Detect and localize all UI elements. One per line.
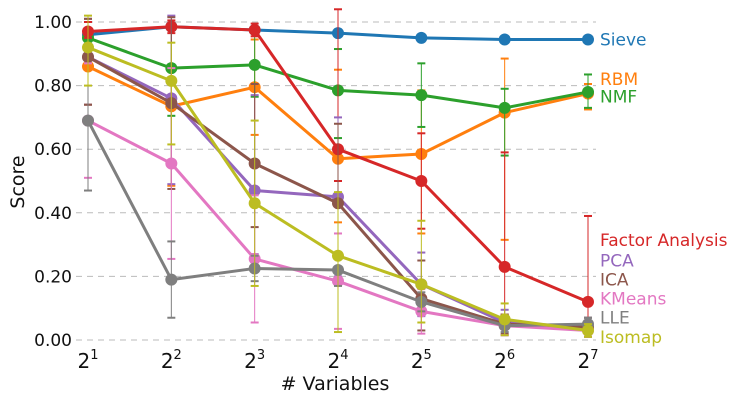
data-point	[582, 295, 594, 308]
data-point	[498, 33, 511, 46]
y-tick-label: 0.00	[34, 331, 72, 351]
series-label-sieve: Sieve	[600, 30, 647, 50]
data-point	[582, 324, 594, 337]
data-point	[415, 175, 428, 187]
y-tick-label: 0.60	[34, 140, 72, 160]
data-point	[165, 157, 178, 170]
x-tick-label: 21	[77, 348, 98, 373]
series-label-rbm: RBM	[600, 70, 638, 90]
data-point	[582, 33, 594, 46]
data-point	[582, 85, 594, 98]
x-axis-label: # Variables	[281, 373, 390, 395]
x-axis-ticks: 21 22 23 24 25 26 27	[77, 348, 598, 373]
series-label-factor-analysis: Factor Analysis	[600, 231, 728, 251]
data-point	[248, 23, 261, 36]
series-isomap	[82, 14, 594, 338]
y-tick-label: 0.80	[34, 77, 72, 97]
series-label-pca: PCA	[600, 252, 634, 272]
series-label-nmf: NMF	[600, 88, 637, 108]
grid-lines	[76, 21, 596, 341]
y-tick-label: 1.00	[34, 13, 72, 33]
data-point	[82, 114, 94, 127]
data-point	[415, 278, 428, 291]
data-point	[498, 260, 511, 273]
series-label-isomap: Isomap	[600, 328, 662, 348]
data-point	[415, 89, 428, 102]
y-tick-label: 0.20	[34, 267, 72, 287]
y-tick-label: 0.40	[34, 204, 72, 224]
y-axis-ticks: 0.00 0.20 0.40 0.60 0.80 1.00	[34, 13, 72, 351]
data-point	[332, 249, 344, 262]
x-tick-label: 25	[411, 348, 432, 373]
data-point	[248, 58, 261, 71]
series-label-ica: ICA	[600, 271, 629, 291]
x-tick-label: 22	[161, 348, 182, 373]
series-group	[82, 8, 594, 338]
y-axis-label: Score	[7, 155, 29, 208]
data-point	[165, 74, 178, 87]
x-tick-label: 27	[577, 348, 598, 373]
series-label-lle: LLE	[600, 309, 630, 329]
data-point	[498, 313, 511, 326]
x-tick-label: 24	[327, 348, 348, 373]
data-point	[248, 197, 261, 210]
x-tick-label: 26	[494, 348, 515, 373]
x-tick-label: 23	[244, 348, 265, 373]
data-point	[82, 41, 94, 54]
series-label-kmeans: KMeans	[600, 290, 666, 310]
data-point	[415, 31, 428, 44]
data-point	[165, 273, 178, 286]
data-point	[498, 101, 511, 114]
